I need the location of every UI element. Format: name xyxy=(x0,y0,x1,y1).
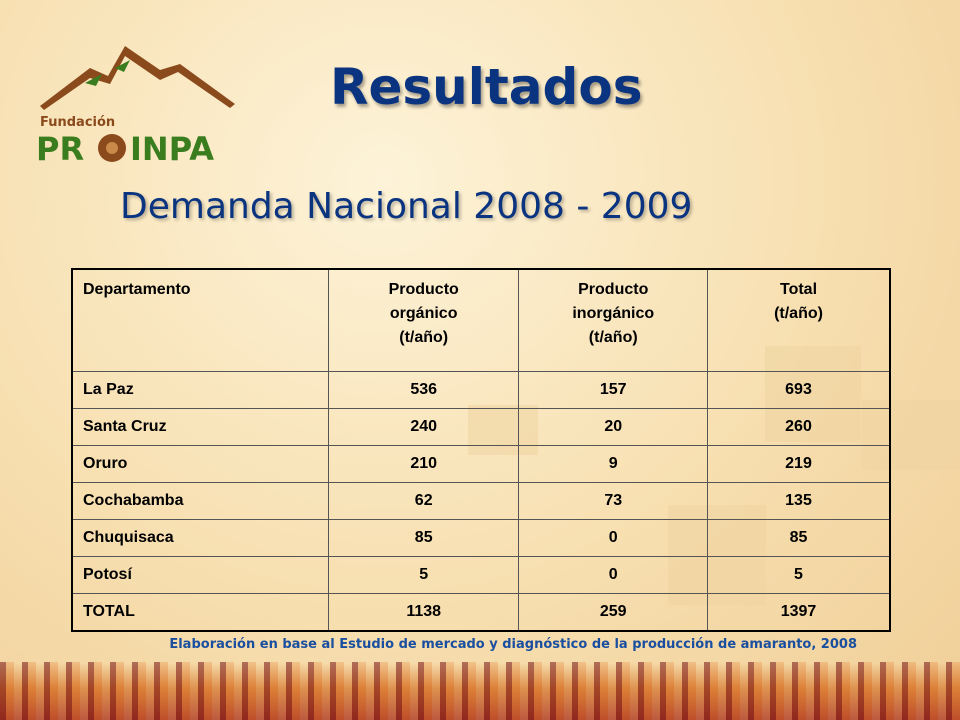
textile-border-decoration xyxy=(0,662,960,720)
cell-departamento: Potosí xyxy=(71,556,329,594)
cell-departamento: La Paz xyxy=(71,371,329,409)
cell-total: 260 xyxy=(707,408,891,446)
table-header-row: Departamento Producto orgánico (t/año) P… xyxy=(71,268,891,372)
demand-table: Departamento Producto orgánico (t/año) P… xyxy=(71,268,891,632)
header-producto-organico: Producto orgánico (t/año) xyxy=(327,268,520,372)
cell-inorganico: 259 xyxy=(518,593,709,632)
logo-fundacion-text: Fundación xyxy=(40,115,115,130)
cell-organico: 210 xyxy=(327,445,520,483)
header-total: Total (t/año) xyxy=(707,268,891,372)
table-row: Santa Cruz 240 20 260 xyxy=(71,408,891,446)
cell-inorganico: 0 xyxy=(518,556,709,594)
cell-inorganico: 0 xyxy=(518,519,709,557)
cell-departamento: Santa Cruz xyxy=(71,408,329,446)
page-title: Resultados xyxy=(330,58,643,116)
table-total-row: TOTAL 1138 259 1397 xyxy=(71,593,891,632)
cell-total: 693 xyxy=(707,371,891,409)
cell-total: 85 xyxy=(707,519,891,557)
logo-brand-left: PR xyxy=(36,130,84,168)
source-note: Elaboración en base al Estudio de mercad… xyxy=(169,637,857,652)
cell-total: 1397 xyxy=(707,593,891,632)
table-row: Oruro 210 9 219 xyxy=(71,445,891,483)
cell-inorganico: 20 xyxy=(518,408,709,446)
table-row: Cochabamba 62 73 135 xyxy=(71,482,891,520)
mountain-logo-shape xyxy=(40,46,235,110)
header-departamento: Departamento xyxy=(71,268,329,372)
table-row: La Paz 536 157 693 xyxy=(71,371,891,409)
cell-organico: 240 xyxy=(327,408,520,446)
cell-organico: 85 xyxy=(327,519,520,557)
cell-total: 135 xyxy=(707,482,891,520)
cell-organico: 536 xyxy=(327,371,520,409)
cell-organico: 1138 xyxy=(327,593,520,632)
cell-organico: 5 xyxy=(327,556,520,594)
cell-departamento: TOTAL xyxy=(71,593,329,632)
cell-organico: 62 xyxy=(327,482,520,520)
cell-inorganico: 157 xyxy=(518,371,709,409)
cell-departamento: Cochabamba xyxy=(71,482,329,520)
table-row: Potosí 5 0 5 xyxy=(71,556,891,594)
cell-inorganico: 9 xyxy=(518,445,709,483)
table-row: Chuquisaca 85 0 85 xyxy=(71,519,891,557)
logo-brand-right: INPA xyxy=(130,130,214,168)
cell-total: 219 xyxy=(707,445,891,483)
cell-total: 5 xyxy=(707,556,891,594)
cell-inorganico: 73 xyxy=(518,482,709,520)
proinpa-logo: Fundación PR INPA xyxy=(36,46,235,168)
cell-departamento: Chuquisaca xyxy=(71,519,329,557)
page-subtitle: Demanda Nacional 2008 - 2009 xyxy=(120,186,693,227)
cell-departamento: Oruro xyxy=(71,445,329,483)
bird-logo-shape xyxy=(85,60,130,86)
header-producto-inorganico: Producto inorgánico (t/año) xyxy=(518,268,709,372)
